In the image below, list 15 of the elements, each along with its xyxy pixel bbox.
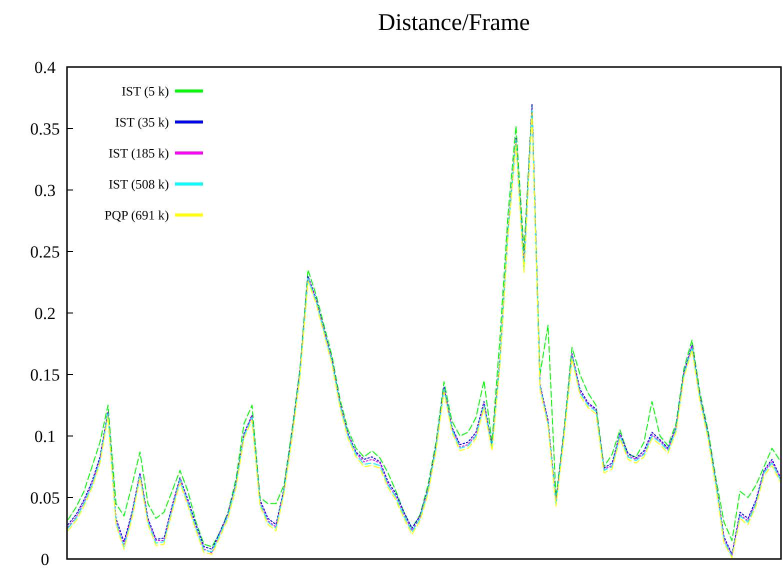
legend-label: IST (508 k) — [108, 176, 169, 192]
y-tick-label: 0.15 — [30, 365, 60, 384]
y-tick-label: 0.05 — [30, 488, 60, 508]
legend-label: IST (5 k) — [122, 84, 169, 99]
y-tick-label: 0 — [40, 550, 50, 568]
y-tick-label: 0.1 — [34, 426, 56, 446]
y-tick-label: 0.25 — [30, 242, 60, 262]
y-tick-label: 0.35 — [30, 119, 60, 138]
y-tick-label: 0.2 — [34, 304, 56, 323]
legend-label: IST (35 k) — [115, 114, 169, 130]
chart-title: Distance/Frame — [378, 10, 530, 36]
legend-label: PQP (691 k) — [104, 208, 169, 223]
y-tick-label: 0.3 — [34, 180, 56, 200]
legend-label: IST (185 k) — [108, 146, 169, 161]
y-tick-label: 0.4 — [34, 58, 56, 77]
